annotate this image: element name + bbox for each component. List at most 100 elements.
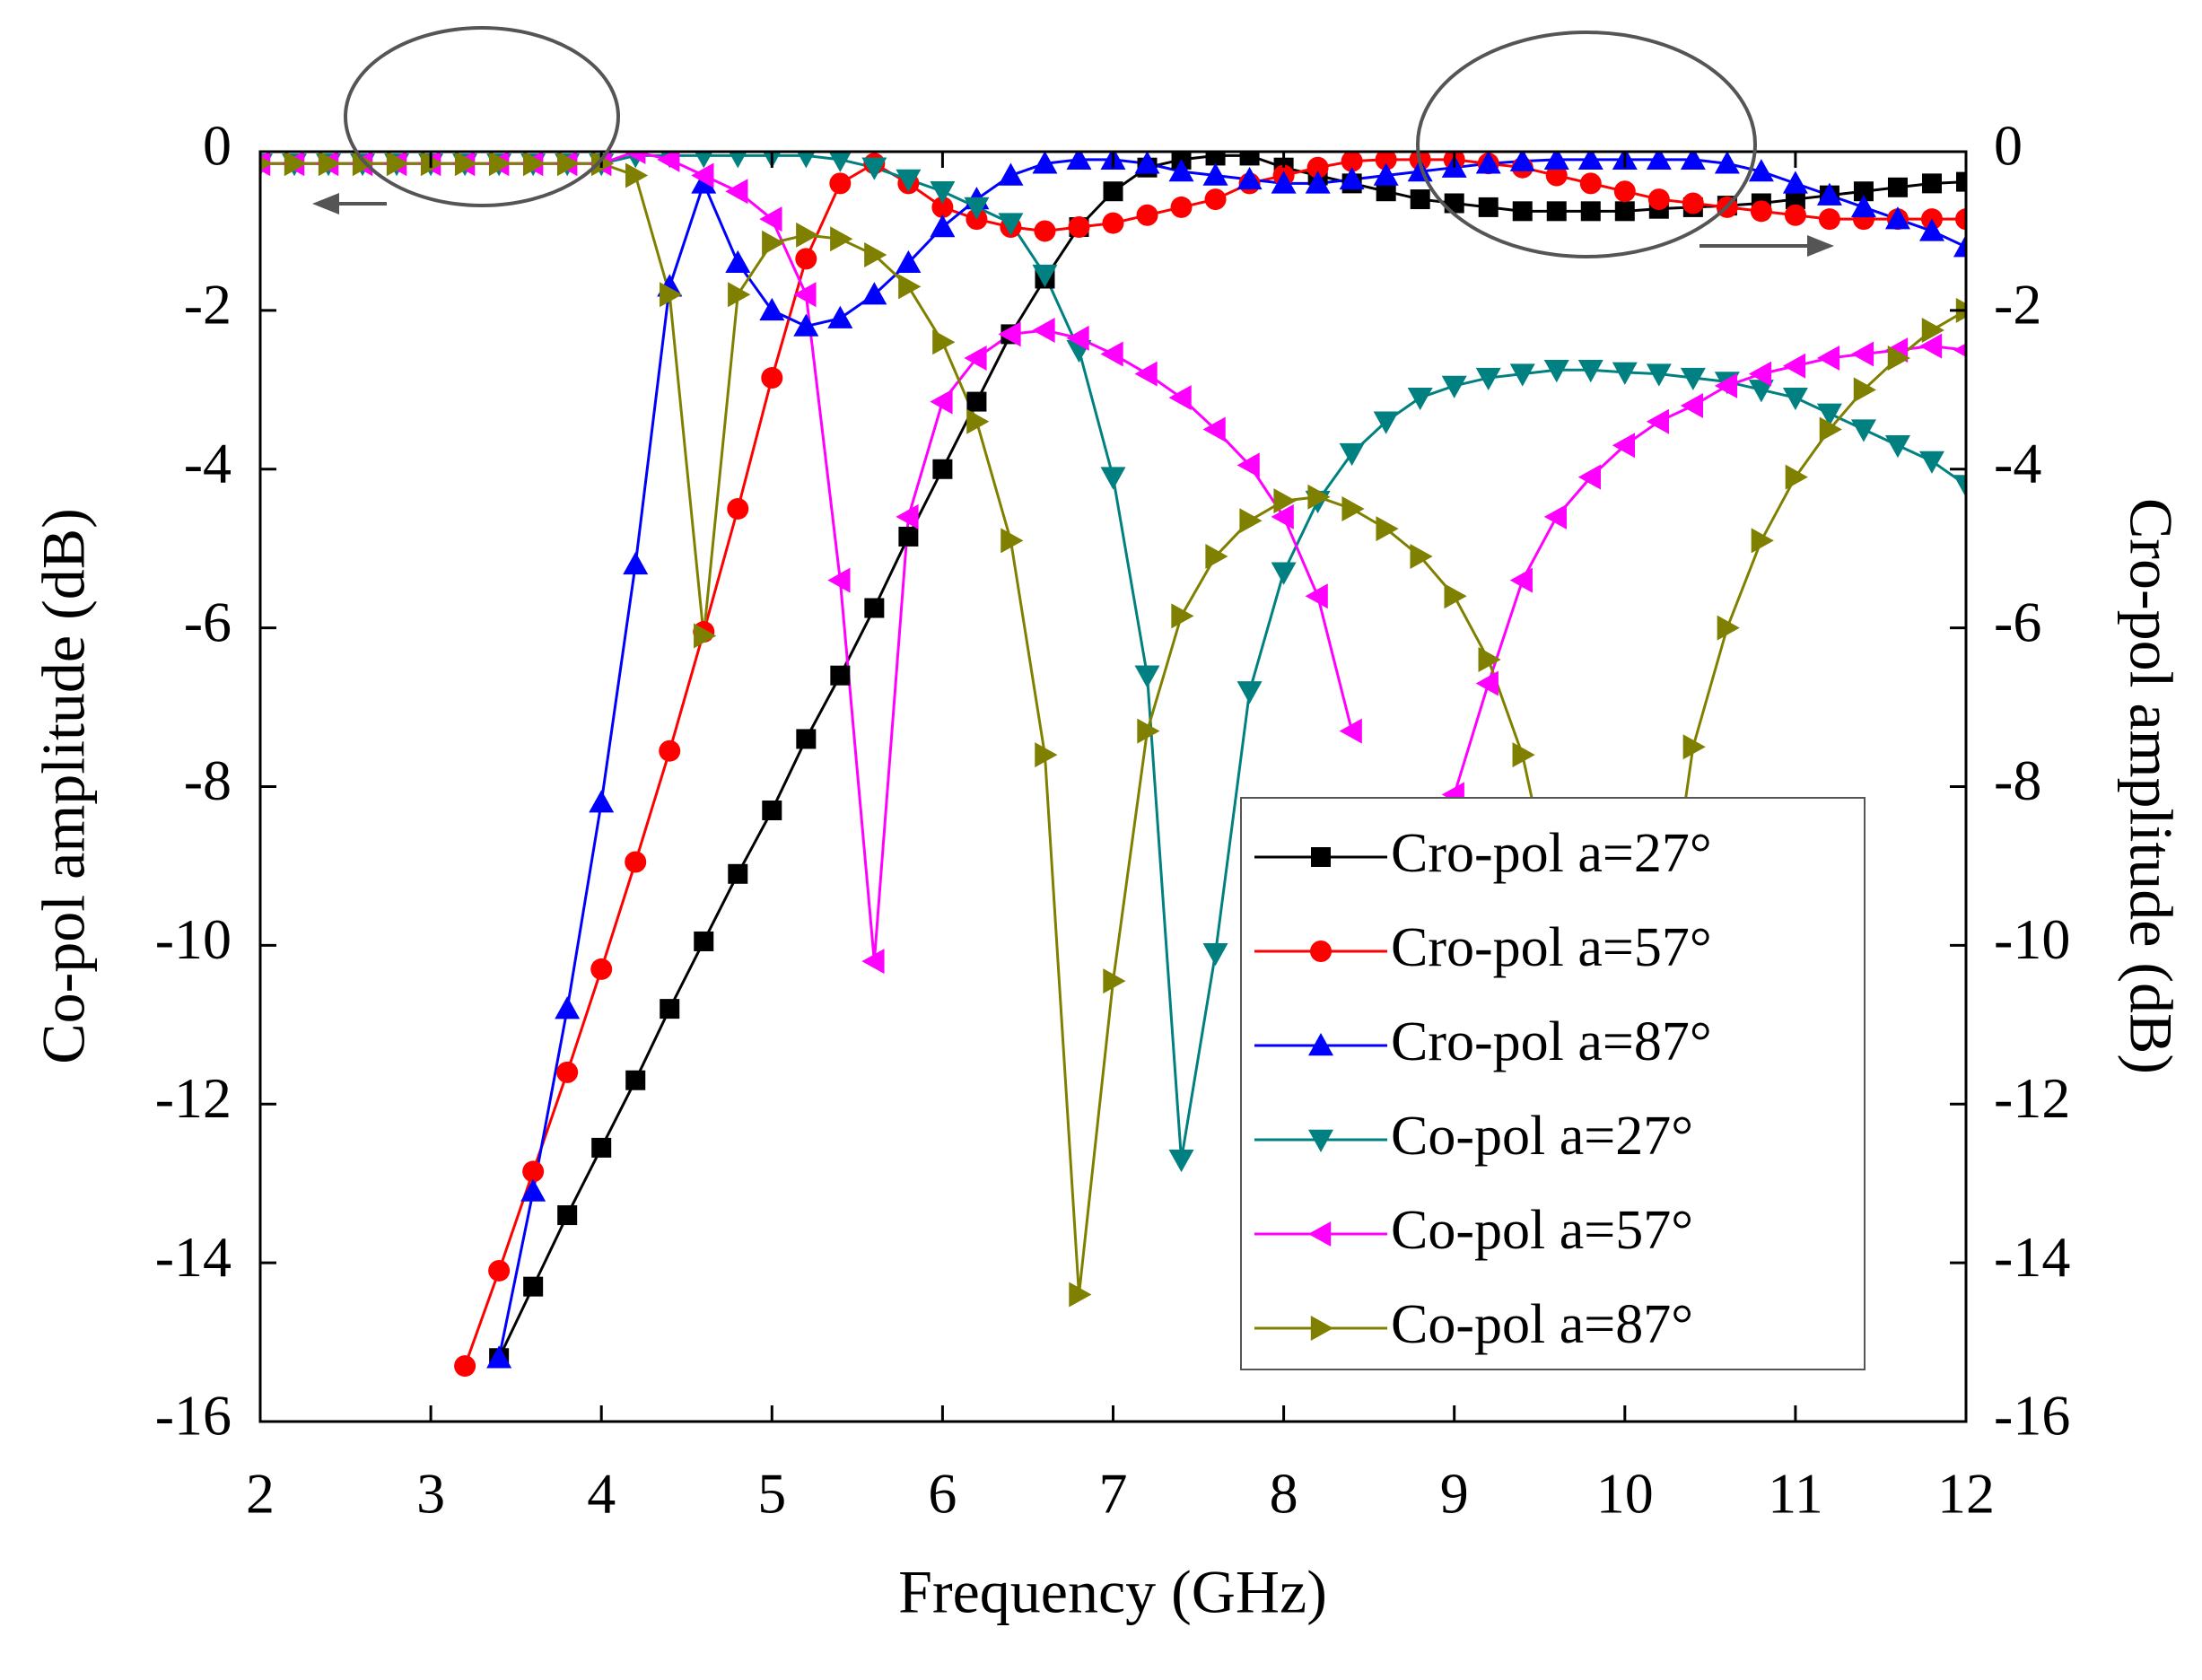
y2-tick-label: -16 — [1994, 1384, 2070, 1448]
x-tick-label: 6 — [928, 1462, 957, 1526]
marker — [1375, 152, 1397, 171]
marker — [998, 213, 1024, 236]
marker — [761, 367, 783, 389]
x-tick-label: 5 — [757, 1462, 786, 1526]
marker — [1714, 372, 1738, 398]
marker — [1341, 152, 1363, 172]
marker — [522, 152, 546, 177]
marker — [557, 1205, 578, 1226]
marker — [795, 248, 817, 270]
marker — [556, 1061, 579, 1083]
x-tick-label: 4 — [587, 1462, 616, 1526]
marker — [1612, 362, 1638, 385]
marker — [728, 282, 751, 308]
marker — [1918, 333, 1943, 359]
marker — [1577, 152, 1603, 171]
marker — [1577, 360, 1603, 383]
marker — [1308, 1033, 1333, 1056]
marker — [1236, 681, 1263, 704]
marker — [830, 665, 851, 686]
marker — [625, 162, 649, 188]
marker — [1850, 194, 1876, 218]
marker — [1308, 1221, 1332, 1247]
marker — [1680, 393, 1704, 418]
marker — [896, 169, 922, 192]
marker — [1032, 317, 1055, 343]
marker — [1816, 345, 1840, 371]
marker — [1306, 156, 1329, 179]
marker — [898, 526, 919, 547]
legend-box — [1240, 797, 1866, 1370]
marker — [964, 345, 987, 371]
marker — [1853, 377, 1876, 403]
marker — [861, 157, 887, 180]
marker — [1376, 181, 1396, 202]
marker — [1580, 201, 1601, 222]
marker — [1612, 433, 1635, 459]
marker — [1066, 325, 1089, 351]
marker — [1543, 152, 1569, 171]
marker — [1310, 941, 1332, 962]
marker — [830, 226, 853, 252]
marker — [1035, 742, 1058, 768]
marker — [318, 152, 342, 177]
marker — [695, 152, 713, 169]
marker — [796, 222, 819, 248]
marker — [1475, 367, 1501, 391]
marker — [1271, 562, 1297, 585]
marker — [896, 503, 919, 529]
ellipse-right — [1416, 31, 1757, 258]
marker — [1236, 452, 1260, 478]
marker — [1785, 189, 1805, 210]
marker — [1478, 647, 1501, 672]
ellipse-left — [344, 26, 620, 207]
marker — [1236, 166, 1263, 190]
marker — [896, 249, 922, 274]
marker — [556, 152, 581, 177]
legend: Cro-pol a=27° Cro-pol a=57° Cro-pol a=87° C… — [1240, 797, 1866, 1370]
y2-tick-label: -6 — [1994, 590, 2041, 653]
marker — [828, 152, 852, 172]
marker — [1509, 567, 1533, 593]
marker — [1850, 341, 1874, 367]
y-tick-label: -12 — [155, 1066, 232, 1130]
marker — [1171, 603, 1194, 629]
marker — [284, 152, 308, 177]
marker — [796, 729, 817, 749]
marker — [1647, 188, 1670, 211]
marker — [1782, 353, 1806, 379]
marker — [1441, 375, 1467, 398]
y-tick-label: -4 — [184, 431, 232, 494]
marker — [1850, 419, 1876, 442]
marker — [1646, 152, 1672, 171]
marker — [759, 206, 782, 232]
annotations — [312, 26, 1834, 258]
marker — [1407, 387, 1433, 411]
marker — [486, 1345, 512, 1369]
marker — [1032, 264, 1058, 288]
y-tick-label: -8 — [184, 748, 232, 812]
y-tick-label: -14 — [155, 1225, 232, 1289]
marker — [1613, 180, 1636, 203]
marker — [1103, 181, 1123, 202]
marker — [520, 1178, 546, 1202]
arrow-right-head — [1807, 235, 1834, 257]
marker — [1205, 152, 1226, 166]
x-tick-label: 7 — [1099, 1462, 1128, 1526]
marker — [1646, 408, 1670, 434]
x-tick-label: 12 — [1937, 1462, 1995, 1526]
marker — [1239, 152, 1260, 166]
marker — [1134, 152, 1160, 174]
marker — [966, 408, 990, 434]
marker — [660, 999, 680, 1019]
marker — [1748, 361, 1772, 387]
marker — [932, 329, 956, 355]
marker — [1782, 171, 1808, 194]
legend-label: Cro-pol a=87° — [1391, 1011, 1712, 1072]
y2-tick-label: -14 — [1994, 1225, 2070, 1289]
marker — [1918, 451, 1944, 474]
marker — [1512, 742, 1535, 768]
y2-tick-label: -2 — [1994, 273, 2041, 337]
marker — [727, 497, 749, 520]
